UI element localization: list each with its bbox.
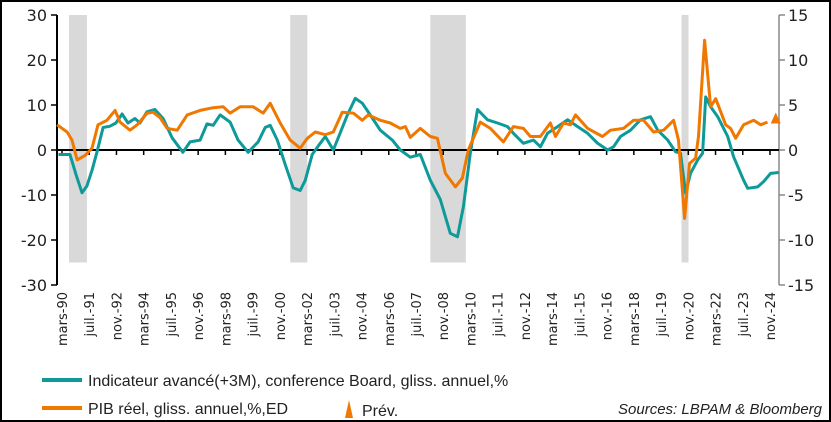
x-tick-label: mars-22	[710, 292, 725, 346]
x-tick-label: juil.-11	[492, 292, 507, 337]
x-tick-label: mars-10	[464, 292, 479, 346]
x-tick-label: juil.-19	[655, 292, 670, 337]
legend-label-indicator: Indicateur avancé(+3M), conference Board…	[88, 373, 508, 390]
x-tick-label: nov.-16	[601, 292, 616, 340]
forecast-marker	[770, 112, 781, 124]
source-note: Sources: LBPAM & Bloomberg	[618, 401, 823, 418]
legend-forecast-triangle-icon	[345, 400, 353, 418]
right-axis-tick-label: 15	[788, 6, 808, 25]
x-tick-label: mars-02	[301, 292, 316, 346]
left-axis-tick-label: -10	[21, 186, 47, 205]
x-tick-label: mars-98	[219, 292, 234, 346]
right-axis-tick-label: -10	[788, 231, 814, 250]
x-tick-labels: mars-90 juil.-91 nov.-92 mars-94 juil.-95 nov…	[56, 292, 779, 346]
recession-band	[290, 15, 308, 263]
left-axis-tick-label: 0	[37, 141, 47, 160]
legend-label-forecast: Prév.	[362, 403, 398, 420]
series-lines	[56, 38, 781, 239]
x-tick-label: nov.-96	[192, 292, 207, 340]
right-axis-tick-label: 0	[788, 141, 798, 160]
right-axis-tick-label: -5	[788, 186, 804, 205]
left-axis-tick-label: -20	[21, 231, 47, 250]
x-tick-label: nov.-92	[110, 292, 125, 340]
x-tick-label: mars-06	[383, 292, 398, 346]
x-tick-label: juil.-95	[165, 292, 180, 337]
x-tick-label: juil.-03	[328, 292, 343, 337]
x-tick-label: mars-94	[138, 292, 153, 346]
gdp-line	[56, 38, 769, 220]
left-axis-tick-label: 30	[27, 6, 47, 25]
left-axis-tick-label: 10	[27, 96, 47, 115]
x-tick-label: juil.-99	[247, 292, 262, 337]
x-tick-label: mars-90	[56, 292, 71, 346]
legend: Indicateur avancé(+3M), conference Board…	[42, 373, 823, 420]
indicator-line	[58, 95, 779, 239]
x-tick-label: nov.-08	[437, 292, 452, 340]
x-tick-label: juil.-15	[573, 292, 588, 337]
x-tick-label: nov.-04	[356, 292, 371, 340]
x-tick-label: nov.-12	[519, 292, 534, 340]
x-tick-label: nov.-24	[764, 292, 779, 340]
left-axis-tick-label: 20	[27, 51, 47, 70]
x-tick-label: juil.-91	[83, 292, 98, 337]
legend-label-gdp: PIB réel, gliss. annuel,%,ED	[88, 401, 288, 418]
right-axis-tick-label: 5	[788, 96, 798, 115]
right-axis-tick-label: -15	[788, 276, 814, 295]
x-tick-label: mars-14	[546, 292, 561, 346]
x-tick-label: juil.-07	[410, 292, 425, 337]
x-tick-label: juil.-23	[737, 292, 752, 337]
left-axis-tick-label: -30	[21, 276, 47, 295]
x-tick-label: mars-18	[628, 292, 643, 346]
axes: 30 20 10 0 -10 -20 -30 15 10 5 0 -5 -10 -15	[21, 6, 814, 295]
recession-band	[68, 15, 87, 263]
recession-band	[681, 15, 689, 263]
recession-bands	[68, 15, 689, 263]
x-tick-label: nov.-00	[274, 292, 289, 340]
right-axis-tick-label: 10	[788, 51, 808, 70]
x-tick-label: nov.-20	[682, 292, 697, 340]
